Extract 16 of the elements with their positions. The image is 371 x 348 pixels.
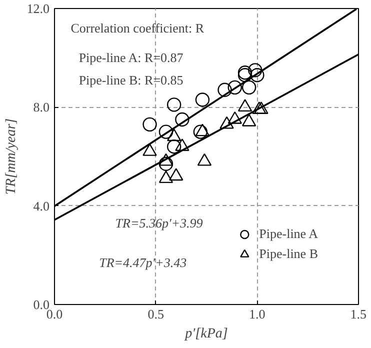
x-axis-title: p'[kPa]	[184, 326, 228, 342]
annotation: Correlation coefficient: R	[70, 20, 204, 36]
x-tick-label: 1.0	[249, 306, 266, 322]
y-tick-label: 8.0	[33, 100, 50, 115]
annotation: Pipe-line B: R=0.85	[78, 72, 184, 88]
annotation: TR=4.47p'+3.43	[99, 254, 188, 270]
y-tick-label: 0.0	[33, 297, 50, 312]
legend-label: Pipe-line A	[259, 226, 318, 242]
annotation: Pipe-line A: R=0.87	[78, 50, 184, 66]
x-tick-label: 0.5	[148, 306, 164, 322]
y-axis-title: TR[mm/year]	[4, 118, 19, 195]
x-tick-label: 1.5	[350, 306, 366, 322]
y-tick-label: 4.0	[33, 198, 50, 214]
y-tick-label: 12.0	[26, 1, 50, 16]
legend-label: Pipe-line B	[259, 246, 318, 262]
annotation: TR=5.36p'+3.99	[115, 216, 204, 230]
